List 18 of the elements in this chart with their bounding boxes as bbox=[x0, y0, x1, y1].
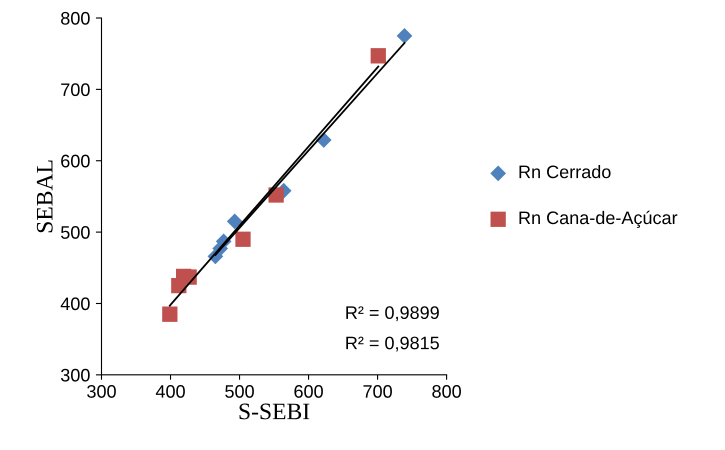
y-tick-label: 400 bbox=[60, 297, 90, 310]
legend-label: Rn Cerrado bbox=[520, 165, 611, 178]
x-tick-label: 500 bbox=[225, 385, 254, 398]
legend-label: Rn Cana-de-Açúcar bbox=[520, 210, 678, 228]
x-tick-label: 300 bbox=[87, 385, 116, 398]
x-tick-label: 700 bbox=[363, 385, 392, 398]
x-tick-label: 600 bbox=[294, 385, 323, 398]
x-axis-title: S-SEBI bbox=[240, 404, 310, 420]
y-tick-label: 800 bbox=[61, 12, 90, 25]
x-tick-label: 800 bbox=[432, 385, 461, 398]
y-tick-label: 300 bbox=[60, 368, 90, 382]
y-tick-label: 600 bbox=[61, 154, 90, 168]
annotation: R² = 0,9899 bbox=[346, 306, 439, 322]
annotation: R² = 0,9815 bbox=[346, 336, 439, 352]
x-tick-label: 400 bbox=[156, 385, 185, 398]
y-axis-title: SEBAL bbox=[36, 160, 53, 232]
y-tick-label: 500 bbox=[60, 226, 90, 239]
y-tick-label: 700 bbox=[61, 83, 90, 96]
